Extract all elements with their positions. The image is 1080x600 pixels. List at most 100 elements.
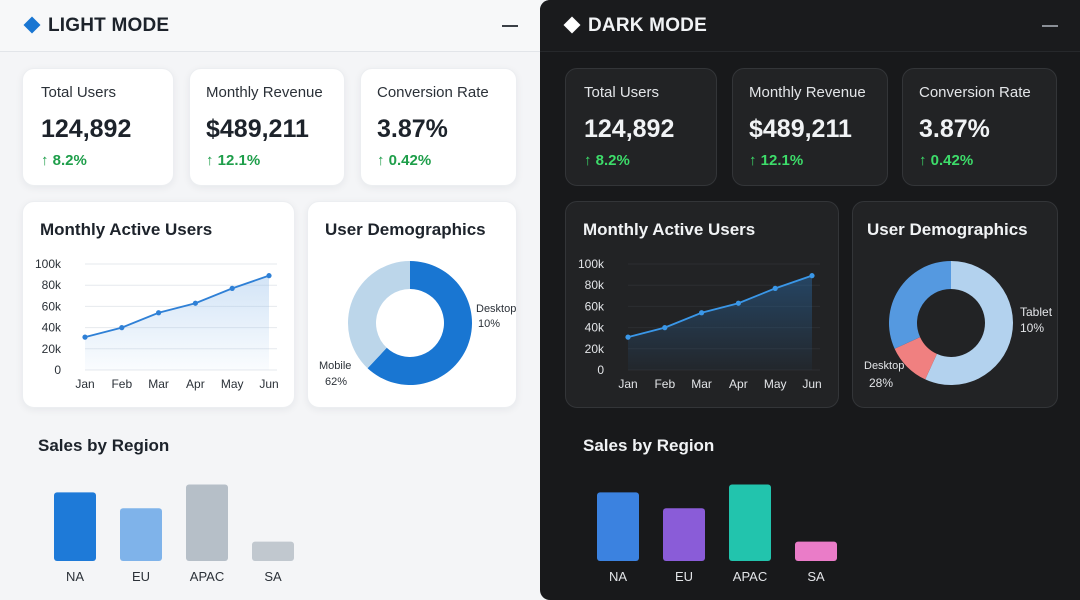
menu-icon[interactable]: [502, 25, 518, 27]
donut-chart-card: User Demographics Tablet 10% Desktop 28%: [852, 201, 1058, 408]
kpi-value: $489,211: [206, 115, 309, 143]
bar-label: NA: [609, 569, 627, 584]
kpi-card-monthly-revenue: Monthly Revenue $489,211 ↑ 12.1%: [732, 68, 888, 186]
donut-slice-a: [925, 261, 1013, 385]
dark-header: DARK MODE: [540, 0, 1080, 52]
bar-apac: [729, 484, 771, 561]
line-chart: 0 20k 40k 60k 80k 100k Jan Feb Mar Apr May Jun: [35, 257, 279, 391]
kpi-delta: ↑ 12.1%: [749, 152, 804, 169]
bar-na: [54, 492, 96, 561]
donut-value-mobile: 62%: [325, 376, 348, 388]
donut-value-desktop: 10%: [478, 318, 501, 330]
diamond-icon: [563, 16, 581, 34]
kpi-value: 3.87%: [377, 115, 448, 143]
x-tick-label: Jun: [802, 377, 821, 391]
kpi-label: Monthly Revenue: [206, 84, 323, 101]
x-tick-label: Apr: [186, 377, 205, 391]
line-chart: 0 20k 40k 60k 80k 100k Jan Feb Mar Apr May Jun: [578, 257, 822, 391]
data-point: [625, 334, 631, 340]
kpi-label: Total Users: [584, 84, 660, 101]
series-line: [84, 274, 270, 339]
bar-label: SA: [264, 569, 282, 584]
data-point: [192, 300, 198, 306]
bar-label: SA: [807, 569, 825, 584]
y-tick-label: 0: [597, 363, 604, 377]
area-fill: [85, 275, 269, 370]
kpi-card-total-users: Total Users 124,892 ↑ 8.2%: [22, 68, 174, 186]
x-tick-label: Feb: [654, 377, 675, 391]
x-tick-label: Jan: [75, 377, 94, 391]
donut-label-tablet: Tablet: [1020, 305, 1053, 319]
data-point: [156, 310, 162, 316]
donut-slice-desktop: [889, 261, 951, 349]
y-tick-label: 60k: [42, 299, 62, 313]
menu-icon[interactable]: [1042, 25, 1058, 27]
bar-eu: [663, 508, 705, 561]
kpi-value: 124,892: [41, 115, 132, 143]
x-tick-label: May: [221, 377, 244, 391]
bar-apac: [186, 484, 228, 561]
donut-chart-card: User Demographics Desktop 10% Mobile 62%: [307, 201, 517, 408]
data-point: [699, 310, 705, 316]
donut-chart-title: User Demographics: [867, 220, 1028, 239]
donut-label-mobile: Mobile: [319, 360, 352, 372]
y-tick-label: 100k: [578, 257, 605, 271]
kpi-delta: ↑ 8.2%: [41, 152, 87, 169]
data-point: [266, 273, 272, 279]
kpi-delta: ↑ 12.1%: [206, 152, 261, 169]
bar-na: [597, 492, 639, 561]
bar-label: APAC: [190, 569, 224, 584]
bar-sa: [252, 541, 294, 561]
bar-label: EU: [675, 569, 693, 584]
x-tick-label: Mar: [691, 377, 712, 391]
y-tick-label: 60k: [585, 299, 605, 313]
line-chart-card: Monthly Active Users 0 20k 40k 60k 80k 100k Ja…: [22, 201, 295, 408]
kpi-label: Total Users: [41, 84, 117, 101]
y-tick-label: 20k: [42, 342, 62, 356]
kpi-value: 3.87%: [919, 115, 990, 143]
bar-eu: [120, 508, 162, 561]
donut-slice-mobile: [367, 261, 472, 385]
y-tick-label: 80k: [42, 278, 62, 292]
x-tick-label: Apr: [729, 377, 748, 391]
data-point: [735, 300, 741, 306]
donut-chart: [348, 261, 472, 385]
kpi-delta: ↑ 8.2%: [584, 152, 630, 169]
bar-label: NA: [66, 569, 84, 584]
x-tick-label: Feb: [111, 377, 132, 391]
area-fill: [628, 275, 812, 370]
data-point: [82, 334, 88, 340]
data-point: [119, 325, 125, 331]
diamond-icon: [23, 16, 41, 34]
kpi-value: $489,211: [749, 115, 852, 143]
line-chart-title: Monthly Active Users: [40, 220, 213, 239]
bar-chart: NA EU APAC SA: [597, 484, 837, 584]
bar-chart-title: Sales by Region: [38, 436, 170, 455]
data-point: [662, 325, 668, 331]
bar-chart-title: Sales by Region: [583, 436, 715, 455]
y-tick-label: 20k: [585, 342, 605, 356]
y-tick-label: 0: [54, 363, 61, 377]
kpi-card-conversion-rate: Conversion Rate 3.87% ↑ 0.42%: [360, 68, 517, 186]
x-tick-label: Jan: [618, 377, 637, 391]
kpi-delta: ↑ 0.42%: [377, 152, 432, 169]
light-mode-panel: LIGHT MODE Total Users 124,892 ↑ 8.2% Mo…: [0, 0, 540, 584]
kpi-label: Conversion Rate: [377, 84, 489, 101]
bar-chart: NA EU APAC SA: [54, 484, 294, 584]
series-line: [627, 274, 813, 339]
kpi-card-total-users: Total Users 124,892 ↑ 8.2%: [565, 68, 717, 186]
line-chart-card: Monthly Active Users 0 20k 40k 60k 80k 100k Ja…: [565, 201, 839, 408]
dark-mode-panel: DARK MODE Total Users 124,892 ↑ 8.2% Mon…: [540, 0, 1080, 600]
x-tick-label: Jun: [259, 377, 278, 391]
y-tick-label: 100k: [35, 257, 62, 271]
kpi-label: Monthly Revenue: [749, 84, 866, 101]
kpi-delta: ↑ 0.42%: [919, 152, 974, 169]
bar-sa: [795, 541, 837, 561]
kpi-card-monthly-revenue: Monthly Revenue $489,211 ↑ 12.1%: [189, 68, 345, 186]
donut-value-tablet: 10%: [1020, 321, 1045, 335]
donut-chart-title: User Demographics: [325, 220, 486, 239]
light-header: LIGHT MODE: [0, 0, 540, 52]
kpi-label: Conversion Rate: [919, 84, 1031, 101]
donut-label-desktop: Desktop: [864, 360, 905, 372]
y-tick-label: 80k: [585, 278, 605, 292]
